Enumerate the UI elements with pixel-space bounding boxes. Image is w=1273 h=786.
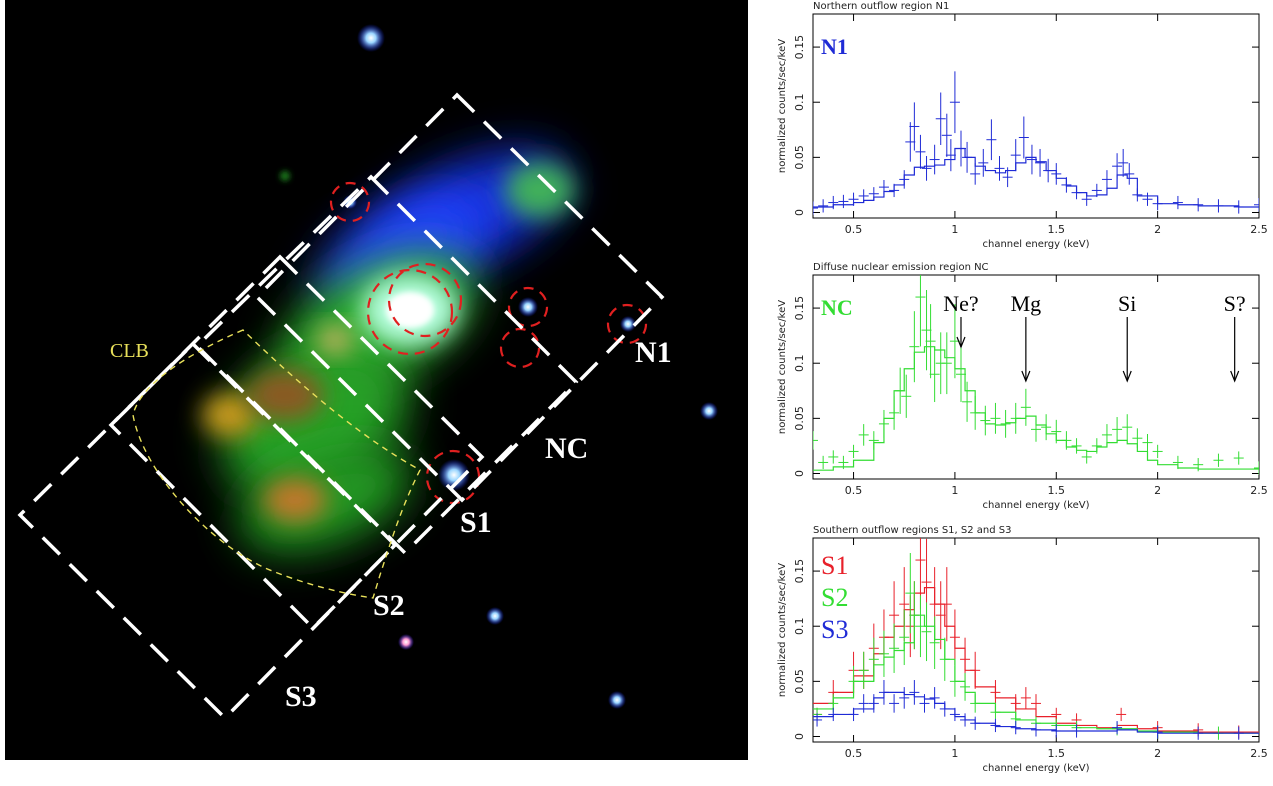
spectra-plots: Northern outflow region N1 0.5 1 1.5 2 2.5 0 0.… (777, 1, 1268, 774)
x-tick-label: 1 (951, 223, 958, 236)
clb-outline (132, 329, 421, 599)
legend-S3: S3 (821, 615, 848, 644)
y-axis-label: normalized counts/sec/keV (777, 39, 788, 173)
extraction-regions (17, 92, 665, 721)
x-tick-label: 2 (1154, 484, 1161, 497)
y-tick-label: 0 (793, 209, 806, 216)
x-tick-label: 2.5 (1250, 747, 1268, 760)
label-clb: CLB (110, 340, 149, 362)
excluded-sources (329, 181, 648, 505)
plot-frame (812, 13, 1260, 219)
legend-S1: S1 (821, 551, 848, 580)
annotation-S?: S? (1224, 291, 1246, 316)
label-s1: S1 (460, 506, 492, 539)
x-tick-label: 1.5 (1048, 747, 1066, 760)
y-tick-label: 0.1 (793, 93, 806, 111)
x-tick-label: 2 (1154, 223, 1161, 236)
annotation-arrowhead (1021, 370, 1031, 383)
y-tick-label: 0.15 (793, 296, 806, 321)
x-tick-label: 1 (951, 484, 958, 497)
x-axis-label: channel energy (keV) (982, 239, 1089, 250)
annotation-arrowhead (1230, 370, 1240, 383)
plot-title: Southern outflow regions S1, S2 and S3 (813, 525, 1012, 536)
legend-N1: N1 (821, 34, 848, 59)
y-tick-label: 0.1 (793, 617, 806, 635)
plot-area (813, 538, 1259, 740)
diffuse-emission (202, 150, 575, 553)
annotation-Si: Si (1118, 291, 1136, 316)
x-tick-label: 0.5 (845, 484, 863, 497)
plot-title: Diffuse nuclear emission region NC (813, 262, 989, 273)
annotation-Mg: Mg (1011, 291, 1042, 316)
x-axis-label: channel energy (keV) (982, 500, 1089, 511)
panel-southern: Southern outflow regions S1, S2 and S3 0.… (777, 525, 1268, 774)
y-tick-label: 0 (793, 470, 806, 477)
model-N1 (813, 147, 1259, 208)
model-NC (813, 346, 1259, 471)
panel-n1: Northern outflow region N1 0.5 1 1.5 2 2.5 0 0.… (777, 1, 1268, 250)
x-tick-label: 1.5 (1048, 223, 1066, 236)
x-tick-label: 0.5 (845, 747, 863, 760)
plot-frame (812, 274, 1260, 480)
xray-composite-image: N1 NC S1 S2 S3 CLB (5, 0, 748, 760)
x-tick-label: 1.5 (1048, 484, 1066, 497)
y-tick-label: 0.05 (793, 669, 806, 694)
plot-title: Northern outflow region N1 (813, 1, 949, 12)
plot-area (813, 275, 1259, 475)
legend-S2: S2 (821, 583, 848, 612)
x-tick-label: 1 (951, 747, 958, 760)
x-tick-label: 2.5 (1250, 484, 1268, 497)
y-tick-label: 0.15 (793, 35, 806, 60)
y-axis-label: normalized counts/sec/keV (777, 300, 788, 434)
y-axis-label: normalized counts/sec/keV (777, 563, 788, 697)
x-tick-label: 2 (1154, 747, 1161, 760)
label-s3: S3 (285, 680, 317, 713)
annotation-Ne?: Ne? (943, 291, 978, 316)
plot-frame (812, 537, 1260, 743)
panel-nc: Diffuse nuclear emission region NC 0.5 1 1.… (777, 262, 1268, 511)
x-tick-label: 0.5 (845, 223, 863, 236)
plot-area (813, 71, 1259, 215)
annotation-arrowhead (956, 336, 966, 349)
y-tick-label: 0.05 (793, 406, 806, 431)
y-tick-label: 0 (793, 733, 806, 740)
x-tick-label: 2.5 (1250, 223, 1268, 236)
label-n1: N1 (635, 336, 672, 369)
y-tick-label: 0.15 (793, 559, 806, 584)
annotation-arrowhead (1122, 370, 1132, 383)
y-tick-label: 0.05 (793, 145, 806, 170)
label-s2: S2 (373, 589, 405, 622)
x-axis-label: channel energy (keV) (982, 763, 1089, 774)
y-tick-label: 0.1 (793, 354, 806, 372)
label-nc: NC (545, 432, 588, 465)
legend-NC: NC (821, 295, 853, 320)
